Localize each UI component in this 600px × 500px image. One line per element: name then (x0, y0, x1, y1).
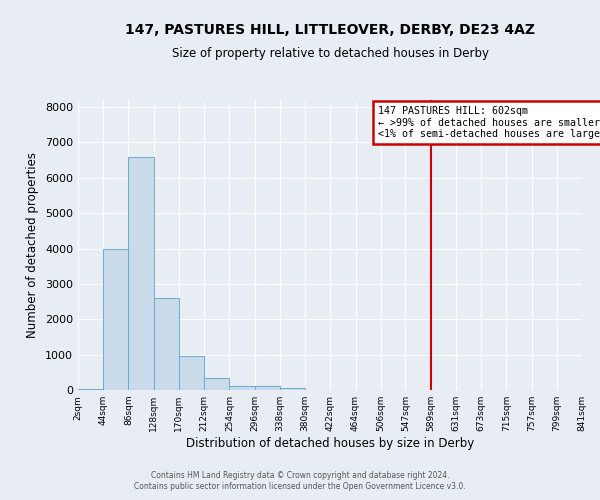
Text: 147 PASTURES HILL: 602sqm
← >99% of detached houses are smaller (14,554)
<1% of : 147 PASTURES HILL: 602sqm ← >99% of deta… (378, 106, 600, 139)
Text: Size of property relative to detached houses in Derby: Size of property relative to detached ho… (172, 48, 488, 60)
Text: Contains public sector information licensed under the Open Government Licence v3: Contains public sector information licen… (134, 482, 466, 491)
Bar (280, 388, 305, 390)
Text: 147, PASTURES HILL, LITTLEOVER, DERBY, DE23 4AZ: 147, PASTURES HILL, LITTLEOVER, DERBY, D… (125, 22, 535, 36)
Bar (154, 298, 179, 390)
Bar (204, 378, 229, 390)
Text: Contains HM Land Registry data © Crown copyright and database right 2024.: Contains HM Land Registry data © Crown c… (151, 471, 449, 480)
Y-axis label: Number of detached properties: Number of detached properties (26, 152, 40, 338)
Bar (254, 386, 280, 390)
Bar (229, 386, 254, 390)
Bar (179, 356, 204, 390)
X-axis label: Distribution of detached houses by size in Derby: Distribution of detached houses by size … (186, 437, 474, 450)
Bar (78, 389, 103, 390)
Bar (128, 156, 154, 390)
Bar (103, 248, 128, 390)
